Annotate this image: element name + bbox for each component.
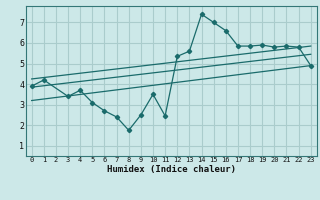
- X-axis label: Humidex (Indice chaleur): Humidex (Indice chaleur): [107, 165, 236, 174]
